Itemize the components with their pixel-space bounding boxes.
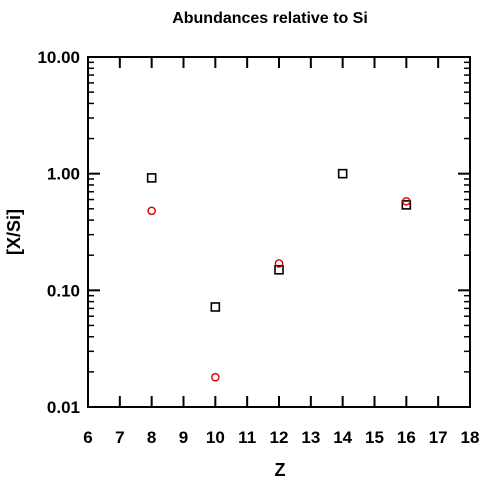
x-axis-ticks: 6 7 8 9 10 11 12 13 14 15 16 17 18 [83, 57, 479, 447]
circle-marker [147, 206, 156, 216]
square-marker [337, 168, 348, 179]
x-tick-label: 8 [147, 428, 156, 447]
x-tick-label: 14 [333, 428, 352, 447]
circle-marker [211, 372, 220, 382]
square-marker [274, 264, 284, 275]
x-tick-label: 7 [115, 428, 124, 447]
x-tick-label: 6 [83, 428, 92, 447]
x-tick-label: 10 [206, 428, 225, 447]
x-axis-label: Z [275, 460, 286, 480]
square-marker [401, 200, 412, 210]
x-tick-label: 15 [365, 428, 384, 447]
x-tick-label: 17 [429, 428, 448, 447]
square-marker [146, 173, 157, 183]
x-tick-label: 11 [238, 428, 256, 447]
data-points [146, 168, 412, 382]
x-tick-label: 12 [270, 428, 289, 447]
y-tick-label: 0.10 [47, 281, 80, 300]
y-axis-ticks: 0.01 0.10 1.00 10.00 [37, 48, 470, 417]
x-tick-label: 13 [301, 428, 320, 447]
y-tick-label: 10.00 [37, 48, 80, 67]
circle-marker [274, 259, 284, 268]
y-tick-label: 1.00 [47, 165, 80, 184]
y-axis-label: [X/Si] [4, 209, 24, 255]
x-tick-label: 18 [461, 428, 480, 447]
plot-frame [87, 56, 471, 408]
circle-marker [402, 196, 411, 206]
x-tick-label: 9 [179, 428, 188, 447]
y-tick-label: 0.01 [47, 398, 80, 417]
square-marker [210, 302, 221, 312]
x-tick-label: 16 [397, 428, 416, 447]
chart-title: Abundances relative to Si [172, 10, 368, 27]
